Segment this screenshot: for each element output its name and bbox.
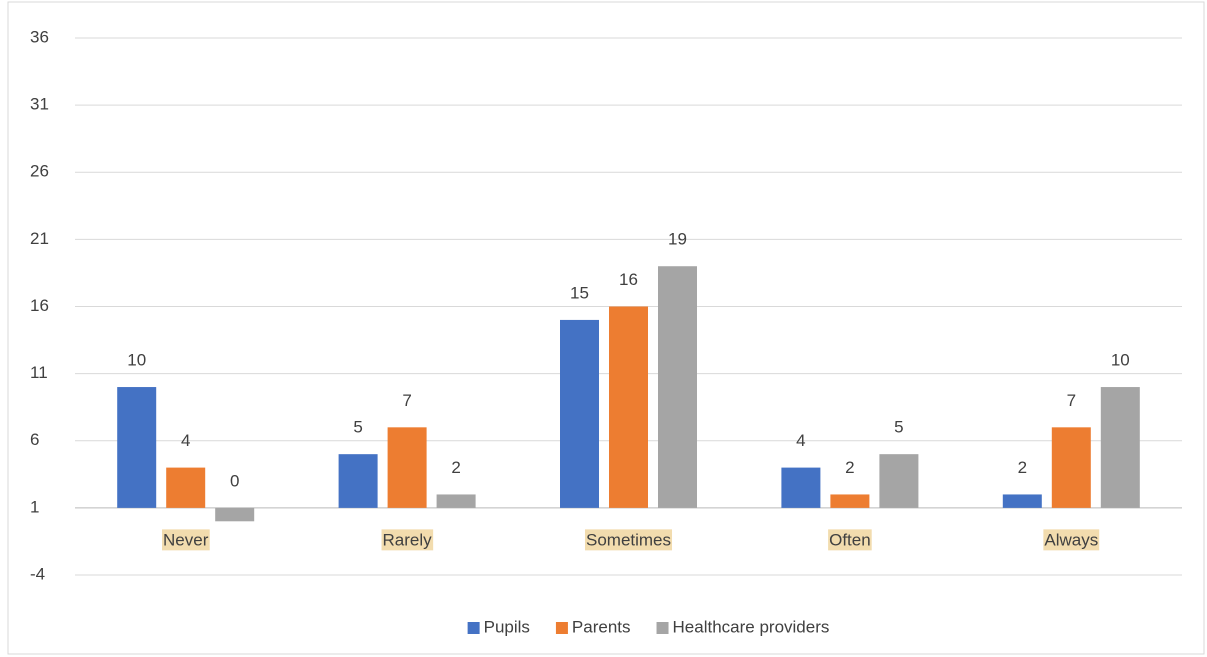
bar [1051, 427, 1091, 508]
bar [830, 494, 870, 508]
data-label: 16 [619, 270, 638, 289]
bar [1002, 494, 1042, 508]
x-tick-label: Sometimes [586, 530, 671, 549]
data-label: 7 [1067, 391, 1076, 410]
data-label: 0 [230, 471, 239, 490]
y-tick-label: 16 [30, 296, 49, 315]
bar [879, 454, 919, 508]
bar [117, 387, 157, 508]
bar [658, 266, 697, 508]
data-label: 5 [894, 418, 903, 437]
data-label: 10 [127, 351, 146, 370]
bar [560, 319, 599, 508]
x-tick-label: Always [1044, 530, 1098, 549]
bar [1100, 387, 1140, 508]
data-label: 7 [402, 391, 411, 410]
legend-label: Parents [572, 617, 631, 636]
x-tick-label-bg [162, 529, 210, 551]
x-tick-label: Often [829, 530, 871, 549]
y-tick-label: 31 [30, 95, 49, 114]
legend-label: Pupils [484, 617, 530, 636]
y-tick-label: 11 [30, 363, 48, 382]
data-label: 4 [796, 431, 805, 450]
legend-swatch [656, 622, 669, 634]
bar [338, 454, 378, 508]
data-label: 2 [451, 458, 460, 477]
bar [436, 494, 476, 508]
bar [215, 507, 255, 522]
bar [781, 467, 821, 508]
legend-swatch [467, 622, 480, 634]
chart-frame [7, 1, 1205, 655]
y-tick-label: -4 [30, 564, 45, 583]
data-label: 4 [181, 431, 190, 450]
y-tick-label: 1 [30, 497, 39, 516]
data-label: 10 [1111, 351, 1130, 370]
y-tick-label: 36 [30, 27, 49, 46]
x-tick-label: Never [163, 530, 209, 549]
x-tick-label-bg [584, 529, 673, 551]
data-label: 2 [1018, 458, 1027, 477]
data-label: 5 [353, 418, 362, 437]
x-tick-label-bg [828, 529, 872, 551]
data-label: 15 [570, 283, 589, 302]
x-tick-label: Rarely [383, 530, 433, 549]
data-label: 2 [845, 458, 854, 477]
x-tick-label-bg [1043, 529, 1100, 551]
y-tick-label: 6 [30, 430, 39, 449]
data-label: 19 [668, 230, 687, 249]
y-tick-label: 21 [30, 229, 49, 248]
bar [166, 467, 206, 508]
bar [609, 306, 648, 508]
x-tick-label-bg [381, 529, 434, 551]
legend-swatch [555, 622, 568, 634]
y-tick-label: 26 [30, 162, 49, 181]
legend-label: Healthcare providers [673, 617, 830, 636]
bar [387, 427, 427, 508]
